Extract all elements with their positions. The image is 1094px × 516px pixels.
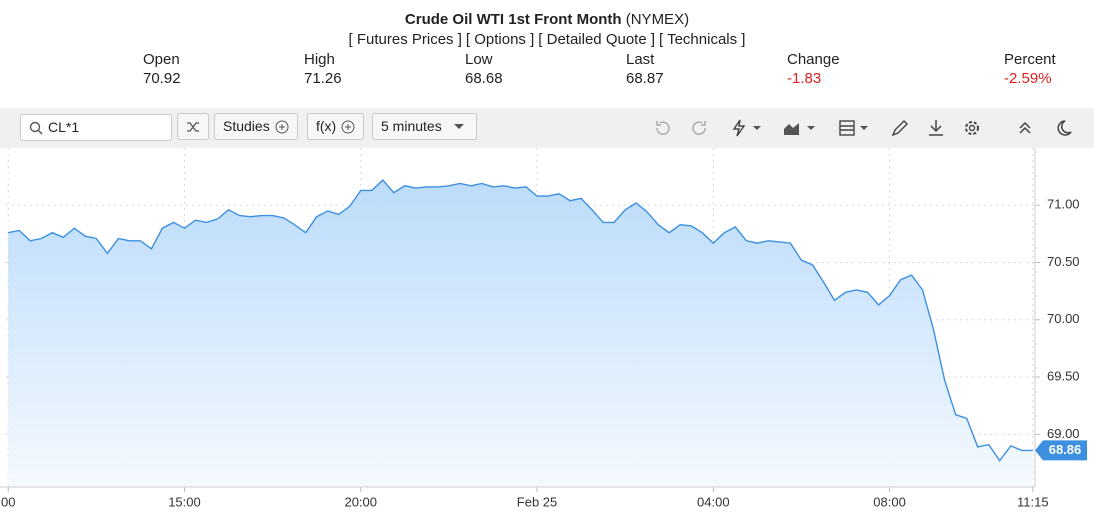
area	[8, 180, 1033, 487]
title: Crude Oil WTI 1st Front Month	[404, 11, 622, 28]
quote-value: -1.83	[787, 70, 822, 87]
quote-label: High	[304, 51, 335, 68]
x-tick-label: 00	[1, 494, 15, 509]
redo-icon[interactable]	[692, 121, 706, 135]
shuffle-icon	[187, 121, 199, 132]
chart: 69.00 69.50 70.00 70.50 71.00 00 15:00 20:00 Feb…	[0, 148, 1087, 509]
x-tick-label: 20:00	[344, 494, 377, 509]
link[interactable]: [ Technicals ]	[659, 31, 746, 48]
quote-value: -2.59%	[1004, 70, 1052, 87]
caret-icon	[860, 126, 868, 130]
header-title: Crude Oil WTI 1st Front Month (NYMEX)	[0, 11, 1094, 28]
draw-icon[interactable]	[891, 120, 908, 137]
toolbar-icons	[656, 119, 1072, 137]
price-line	[8, 179, 1033, 462]
y-tick-label: 70.50	[1047, 254, 1080, 269]
quote-cell: Low 68.68	[465, 50, 503, 88]
y-tick-label: 69.00	[1047, 426, 1080, 441]
quote-label: Open	[143, 51, 180, 68]
x-tick-label: 04:00	[697, 494, 730, 509]
link[interactable]: [ Futures Prices ]	[348, 31, 462, 48]
studies-button[interactable]: Studies	[214, 113, 298, 140]
caret-icon	[753, 126, 761, 130]
settings-icon[interactable]	[965, 121, 979, 135]
plus-icon	[341, 120, 355, 133]
layout-icon[interactable]	[839, 120, 855, 136]
y-tick-label: 71.00	[1047, 197, 1080, 212]
quote-label: Low	[465, 51, 493, 68]
interval-button[interactable]: 5 minutes	[372, 113, 477, 140]
settings-core	[968, 124, 976, 132]
quote-cell: Change -1.83	[787, 50, 840, 88]
quote-label: Percent	[1004, 51, 1056, 68]
events-icon[interactable]	[732, 119, 746, 137]
interval: 5 minutes	[381, 118, 442, 134]
quote-cell: High 71.26	[304, 50, 342, 88]
last-price-label: 68.86	[1049, 442, 1082, 457]
collapse-icon[interactable]	[1019, 121, 1031, 134]
quote-label: Last	[626, 51, 655, 68]
theme-icon[interactable]	[1057, 120, 1072, 136]
link[interactable]: [ Detailed Quote ]	[538, 31, 656, 48]
exchange: (NYMEX)	[625, 11, 690, 28]
download-icon[interactable]	[929, 120, 943, 136]
caret-icon	[807, 126, 815, 130]
quote-cell: Percent -2.59%	[1004, 50, 1056, 88]
quote-cell: Open 70.92	[143, 50, 181, 88]
undo-icon[interactable]	[656, 121, 670, 135]
header-links: [ Futures Prices ] [ Options ] [ Detaile…	[0, 31, 1094, 48]
studies: Studies	[223, 118, 270, 134]
caret-icon	[453, 123, 464, 129]
y-tick-label: 69.50	[1047, 368, 1080, 383]
chart-type-icon[interactable]	[784, 123, 799, 135]
x-tick-label: 11:15	[1017, 494, 1049, 509]
plus-icon	[275, 120, 289, 133]
compare-button[interactable]	[177, 113, 209, 140]
quote-value: 70.92	[143, 70, 181, 87]
y-tick-label: 70.00	[1047, 311, 1080, 326]
x-tick-label: 08:00	[873, 494, 906, 509]
link[interactable]: [ Options ]	[465, 31, 535, 48]
symbol-search[interactable]: CL*1	[20, 114, 172, 141]
functions-button[interactable]: f(x)	[307, 113, 365, 140]
quote-value: 68.87	[626, 70, 664, 87]
quote-label: Change	[787, 51, 840, 68]
layout-lines	[840, 125, 854, 131]
quote-cell: Last 68.87	[626, 50, 664, 88]
quote-value: 68.68	[465, 70, 503, 87]
functions: f(x)	[316, 118, 337, 134]
symbol: CL*1	[48, 119, 80, 135]
x-tick-label: 15:00	[168, 494, 201, 509]
search-icon	[29, 121, 43, 134]
x-tick-label: Feb 25	[517, 494, 557, 509]
last-price-tag	[1035, 440, 1087, 461]
quote-value: 71.26	[304, 70, 342, 87]
toolbar: CL*1 Studies f(x) 5 minutes	[0, 108, 1094, 148]
